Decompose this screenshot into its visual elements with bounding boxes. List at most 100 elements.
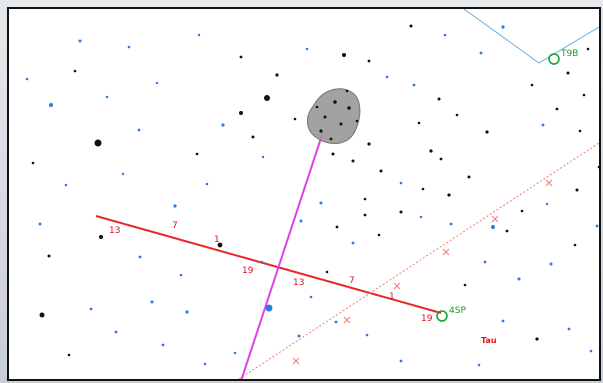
star-dot — [477, 363, 481, 367]
star-dot — [127, 45, 131, 49]
star-dot — [173, 204, 177, 208]
star-dot — [203, 362, 207, 366]
star-dot — [535, 337, 539, 341]
star-dot — [485, 130, 489, 134]
star-field — [25, 24, 599, 367]
star-dot — [275, 73, 279, 77]
star-dot — [155, 81, 159, 85]
star-dot — [582, 93, 586, 97]
star-dot — [463, 283, 467, 287]
star-dot — [517, 277, 521, 281]
star-dot — [351, 159, 355, 163]
star-dot — [339, 122, 343, 126]
star-dot — [64, 183, 68, 187]
planet-label-4sp: 4SP — [449, 306, 466, 316]
star-dot — [78, 39, 82, 43]
star-dot — [309, 295, 313, 299]
star-dot — [597, 165, 599, 169]
star-dot — [217, 242, 223, 248]
star-dot — [379, 169, 383, 173]
star-dot — [138, 255, 142, 259]
star-dot — [409, 24, 413, 28]
star-dot — [150, 300, 154, 304]
ecliptic-tick-label: 7 — [172, 221, 178, 231]
star-dot — [334, 320, 338, 324]
constellation-boundary — [463, 9, 599, 64]
star-dot — [25, 77, 29, 81]
star-dot — [319, 129, 323, 133]
star-dot — [261, 155, 265, 159]
star-dot — [297, 334, 301, 338]
star-dot — [233, 351, 237, 355]
star-dot — [455, 113, 459, 117]
star-dot — [195, 152, 199, 156]
planet-label-t9b: T9B — [560, 49, 578, 59]
equator-line — [238, 142, 599, 379]
star-dot — [345, 89, 349, 93]
star-dot — [421, 187, 425, 191]
star-dot — [367, 59, 371, 63]
star-dot — [501, 25, 505, 29]
star-dot — [467, 175, 471, 179]
star-dot — [329, 137, 333, 141]
star-dot — [530, 83, 534, 87]
star-dot — [363, 197, 367, 201]
star-dot — [520, 209, 524, 213]
star-dot — [412, 83, 416, 87]
star-dot — [325, 270, 329, 274]
star-dot — [429, 149, 433, 153]
star-dot — [137, 128, 141, 132]
star-dot — [573, 243, 577, 247]
star-dot — [293, 117, 297, 121]
sky-chart-canvas[interactable]: 13 7 1 19 13 7 1 19 4SP T9B Tau — [9, 9, 599, 379]
star-dot — [342, 53, 346, 57]
star-dot — [39, 312, 45, 318]
ecliptic-tick-label: 13 — [109, 226, 120, 236]
star-dot — [437, 97, 441, 101]
star-dot — [239, 111, 243, 115]
equator-tick — [343, 316, 351, 324]
star-name-tau: Tau — [481, 336, 497, 345]
star-dot — [179, 273, 183, 277]
star-dot — [399, 181, 403, 185]
sky-chart[interactable]: 13 7 1 19 13 7 1 19 4SP T9B Tau — [7, 7, 601, 381]
equator-tick — [545, 179, 553, 187]
ecliptic-tick-label: 1 — [389, 292, 395, 302]
star-dot — [385, 75, 389, 79]
star-dot — [449, 222, 453, 226]
star-dot — [541, 123, 545, 127]
star-dot — [483, 260, 487, 264]
star-dot — [578, 129, 582, 133]
star-dot — [105, 95, 109, 99]
star-dot — [377, 233, 381, 237]
star-dot — [121, 172, 125, 176]
star-dot — [501, 319, 505, 323]
ecliptic-tick-label: 7 — [349, 276, 355, 286]
star-dot — [31, 161, 35, 165]
equator-tick — [292, 357, 300, 365]
planet-marker-4sp[interactable]: 4SP — [436, 306, 466, 322]
ecliptic-tick-label: 19 — [421, 314, 433, 324]
star-dot — [589, 349, 593, 353]
ecliptic-tick-label: 19 — [242, 266, 254, 276]
star-dot — [567, 327, 571, 331]
star-dot — [319, 201, 323, 205]
star-dot — [365, 333, 369, 337]
star-dot — [205, 182, 209, 186]
star-dot — [545, 202, 549, 206]
star-dot — [197, 33, 201, 37]
star-dot — [94, 139, 102, 147]
star-dot — [399, 210, 403, 214]
star-dot — [89, 307, 93, 311]
star-dot — [67, 353, 71, 357]
star-dot — [49, 103, 53, 107]
star-dot — [439, 157, 443, 161]
star-dot — [549, 262, 553, 266]
star-dot — [443, 33, 447, 37]
star-dot — [566, 71, 570, 75]
ecliptic-line — [95, 215, 442, 314]
planet-marker-t9b[interactable]: T9B — [548, 49, 578, 65]
star-dot — [351, 241, 355, 245]
star-dot — [114, 330, 118, 334]
